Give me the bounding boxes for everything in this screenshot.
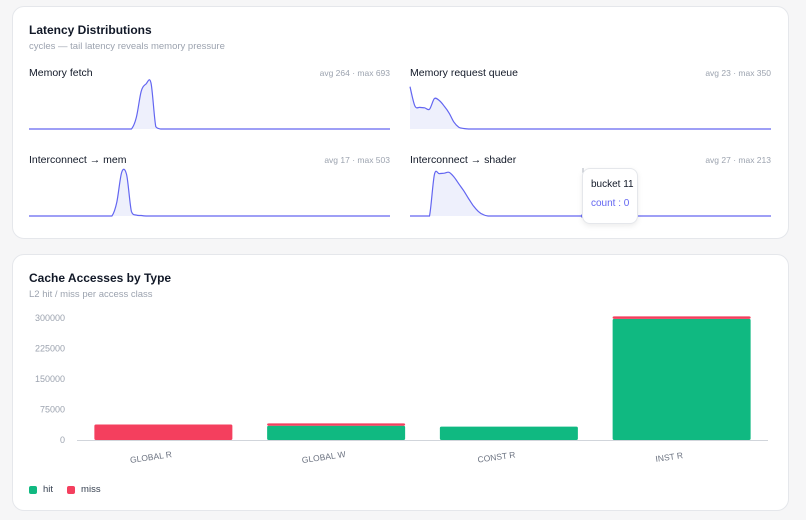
histogram-line [28,168,390,217]
panel-stats: avg 27 · max 213 [705,155,771,165]
latency-card: Latency Distributions cycles — tail late… [12,6,789,239]
histogram-line [409,86,771,130]
y-tick-label: 225000 [35,344,65,354]
bar-hit-const-r[interactable] [439,426,578,440]
legend-label-hit: hit [43,484,54,495]
latency-panel-memory-fetch[interactable]: Memory fetch avg 264 · max 693 [28,67,390,135]
latency-panel-memory-request-queue[interactable]: Memory request queue avg 23 · max 350 [409,67,771,135]
histogram-area [410,171,771,216]
cache-card: Cache Accesses by Type L2 hit / miss per… [12,254,789,511]
panel-title: Memory request queue [410,67,518,79]
histogram-area [29,79,390,129]
x-tick-label: GLOBAL W [301,449,346,465]
latency-subtitle: cycles — tail latency reveals memory pre… [29,41,225,52]
latency-title: Latency Distributions [29,23,152,37]
histogram-interconnect-mem [28,168,390,217]
x-tick-label: INST R [655,450,684,464]
y-tick-label: 75000 [40,405,65,415]
panel-title: Interconnect → mem [29,154,127,166]
legend-item-miss[interactable]: miss [67,484,101,495]
panel-stats: avg 23 · max 350 [705,68,771,78]
bar-miss-inst-r[interactable] [612,316,751,319]
y-tick-label: 0 [60,435,65,445]
legend-item-hit[interactable]: hit [29,484,53,495]
histogram-line [28,79,390,130]
bar-hit-inst-r[interactable] [612,318,751,440]
panel-stats: avg 17 · max 503 [324,155,390,165]
x-tick-label: GLOBAL R [129,449,172,465]
tooltip-title: bucket 11 [591,179,634,190]
x-tick-label: CONST R [477,449,516,464]
panel-title: Interconnect → shader [410,154,517,166]
latency-panel-interconnect-mem[interactable]: Interconnect → mem avg 17 · max 503 [28,154,390,222]
legend-swatch-hit [29,485,37,494]
y-tick-label: 150000 [35,374,65,384]
y-tick-label: 300000 [35,313,65,323]
histogram-memory-request-queue [409,86,771,130]
panel-title: Memory fetch [29,67,93,79]
tooltip-count: count : 0 [591,198,630,209]
cache-subtitle: L2 hit / miss per access class [29,289,153,300]
bar-miss-global-r[interactable] [94,424,233,440]
bar-hit-global-w[interactable] [267,425,406,440]
panel-stats: avg 264 · max 693 [319,68,390,78]
bar-miss-global-w[interactable] [267,423,406,426]
histogram-memory-fetch [28,79,390,130]
cache-bar-chart: 0 75000 150000 225000 300000 GLOBAL R GLOBAL W… [35,313,768,465]
histogram-area [410,86,771,129]
histogram-area [29,169,390,216]
histogram-tooltip: bucket 11 count : 0 [582,168,638,224]
cache-title: Cache Accesses by Type [29,271,172,285]
legend-swatch-miss [67,485,76,494]
legend-label-miss: miss [81,484,101,495]
chart-legend: hit miss [29,484,101,495]
